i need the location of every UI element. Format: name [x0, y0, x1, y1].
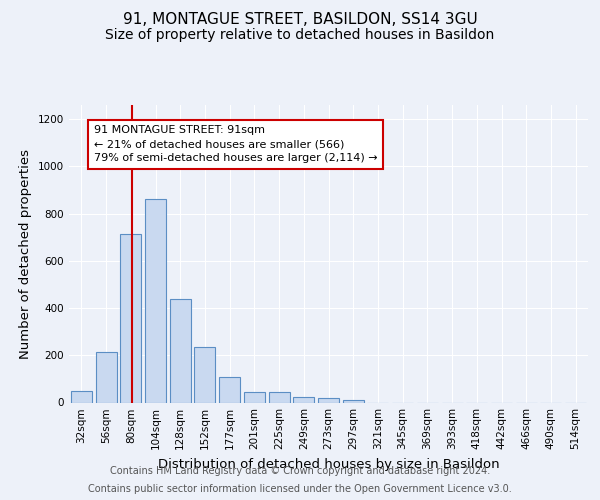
Bar: [293, 396, 314, 402]
Text: Size of property relative to detached houses in Basildon: Size of property relative to detached ho…: [106, 28, 494, 42]
Y-axis label: Number of detached properties: Number of detached properties: [19, 149, 32, 359]
Bar: [269, 392, 290, 402]
Text: Contains HM Land Registry data © Crown copyright and database right 2024.: Contains HM Land Registry data © Crown c…: [110, 466, 490, 476]
Bar: [219, 377, 240, 402]
Bar: [120, 234, 141, 402]
Text: 91 MONTAGUE STREET: 91sqm
← 21% of detached houses are smaller (566)
79% of semi: 91 MONTAGUE STREET: 91sqm ← 21% of detac…: [94, 125, 377, 163]
Bar: [145, 200, 166, 402]
Bar: [194, 348, 215, 403]
Text: Contains public sector information licensed under the Open Government Licence v3: Contains public sector information licen…: [88, 484, 512, 494]
X-axis label: Distribution of detached houses by size in Basildon: Distribution of detached houses by size …: [158, 458, 499, 471]
Bar: [318, 398, 339, 402]
Text: 91, MONTAGUE STREET, BASILDON, SS14 3GU: 91, MONTAGUE STREET, BASILDON, SS14 3GU: [122, 12, 478, 28]
Bar: [343, 400, 364, 402]
Bar: [170, 299, 191, 403]
Bar: [95, 352, 116, 403]
Bar: [244, 392, 265, 402]
Bar: [71, 392, 92, 402]
